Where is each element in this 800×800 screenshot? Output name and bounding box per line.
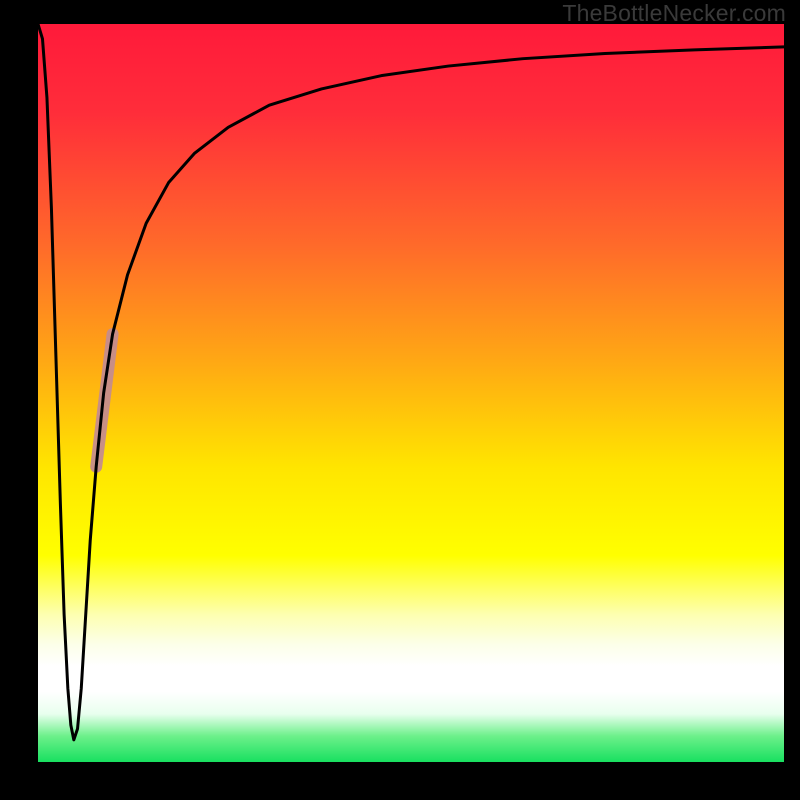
watermark-text: TheBottleNecker.com xyxy=(562,0,786,27)
plot-svg xyxy=(38,24,784,762)
chart-frame: TheBottleNecker.com xyxy=(0,0,800,800)
gradient-background xyxy=(38,24,784,762)
plot-area xyxy=(38,24,784,762)
